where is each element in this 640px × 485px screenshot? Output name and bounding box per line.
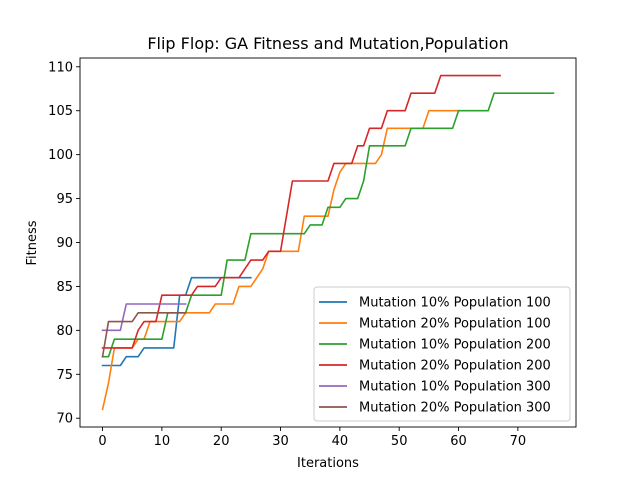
y-tick-label: 110 — [48, 60, 73, 75]
legend-label-2: Mutation 10% Population 200 — [359, 338, 551, 353]
legend-label-1: Mutation 20% Population 100 — [359, 317, 551, 332]
x-tick-label: 20 — [213, 434, 230, 449]
legend-box — [313, 286, 571, 422]
x-axis-label: Iterations — [297, 456, 359, 471]
y-tick-label: 105 — [48, 104, 73, 119]
y-tick-label: 70 — [56, 412, 73, 427]
x-tick-label: 70 — [510, 434, 527, 449]
legend-label-3: Mutation 20% Population 200 — [359, 359, 551, 374]
legend-label-0: Mutation 10% Population 100 — [359, 296, 551, 311]
plot-area — [101, 74, 555, 411]
x-tick-label: 60 — [450, 434, 467, 449]
x-tick-label: 50 — [391, 434, 408, 449]
legend-label-5: Mutation 20% Population 300 — [359, 401, 551, 416]
y-axis-label: Fitness — [25, 220, 40, 265]
y-tick-label: 95 — [56, 192, 73, 207]
y-tick-label: 100 — [48, 148, 73, 163]
y-tick-label: 75 — [56, 368, 73, 383]
y-tick-label: 85 — [56, 280, 73, 295]
series-line-4 — [101, 303, 187, 332]
x-tick-label: 10 — [154, 434, 171, 449]
axes: 0 10 20 30 40 50 60 70 70 75 80 85 90 95 100 105 110 — [48, 57, 577, 449]
legend: Mutation 10% Population 100 Mutation 20% … — [313, 286, 571, 422]
y-tick-label: 80 — [56, 324, 73, 339]
y-tick-label: 90 — [56, 236, 73, 251]
series-line-5 — [101, 311, 187, 358]
x-tick-label: 30 — [272, 434, 289, 449]
x-tick-label: 40 — [332, 434, 349, 449]
x-tick-label: 0 — [98, 434, 106, 449]
legend-label-4: Mutation 10% Population 300 — [359, 380, 551, 395]
series-line-3 — [101, 74, 501, 349]
chart-title: Flip Flop: GA Fitness and Mutation,Popul… — [147, 34, 508, 53]
